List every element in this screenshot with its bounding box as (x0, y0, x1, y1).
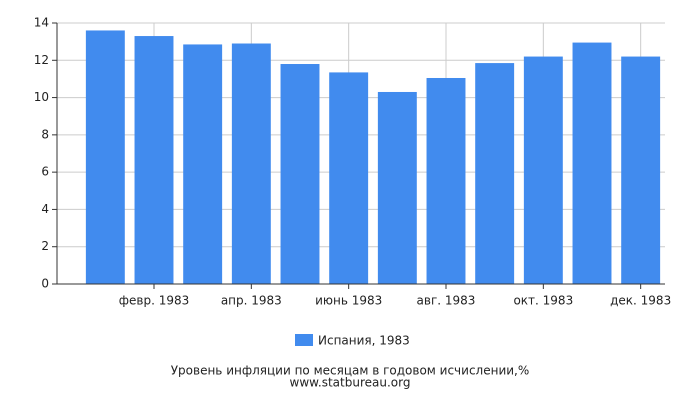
bar (572, 42, 612, 285)
bar (280, 64, 320, 284)
bar (621, 56, 661, 284)
bar (183, 44, 223, 284)
x-tick-label: авг. 1983 (417, 294, 476, 308)
bar (426, 77, 466, 284)
bar (475, 63, 515, 285)
y-tick-label: 2 (41, 239, 49, 253)
caption-url: www.statbureau.org (290, 376, 411, 390)
bar (377, 91, 417, 284)
bar (231, 43, 271, 284)
y-tick-label: 0 (41, 277, 49, 291)
x-tick-label: февр. 1983 (119, 294, 190, 308)
y-tick-label: 10 (34, 90, 49, 104)
legend-swatch (295, 334, 313, 346)
legend-label: Испания, 1983 (318, 334, 410, 348)
y-tick-label: 12 (34, 53, 49, 67)
bar (523, 56, 563, 284)
y-tick-label: 6 (41, 165, 49, 179)
caption: Уровень инфляции по месяцам в годовом ис… (171, 364, 530, 378)
y-tick-label: 14 (34, 16, 49, 30)
y-tick-label: 4 (41, 202, 49, 216)
x-tick-label: окт. 1983 (513, 294, 573, 308)
x-tick-label: апр. 1983 (221, 294, 282, 308)
y-tick-label: 8 (41, 127, 49, 141)
bar (85, 30, 125, 285)
x-tick-label: дек. 1983 (610, 294, 671, 308)
bar (134, 36, 174, 284)
bar (329, 72, 369, 285)
x-tick-label: июнь 1983 (315, 294, 382, 308)
